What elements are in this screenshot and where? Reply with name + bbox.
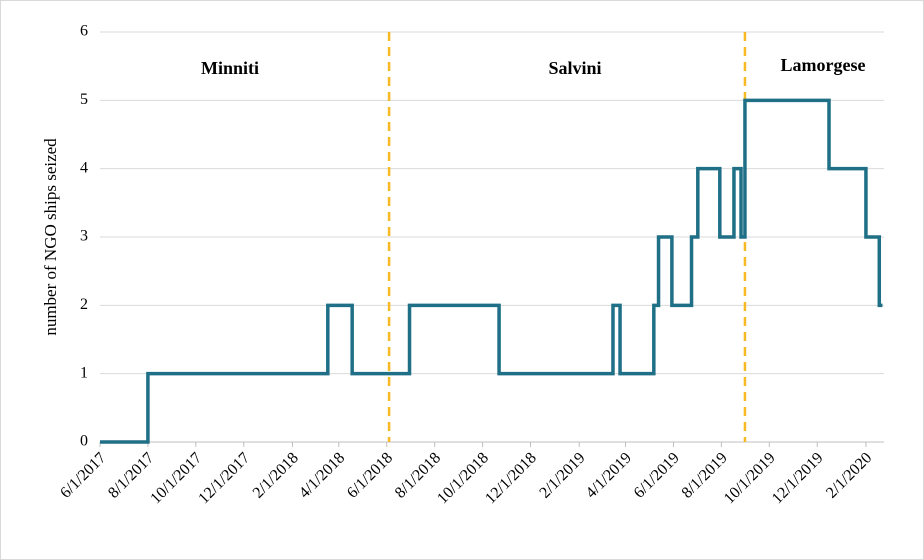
y-tick-label: 1	[80, 364, 88, 381]
y-tick-label: 0	[80, 433, 88, 450]
period-label: Minniti	[201, 58, 259, 78]
y-axis-label: number of NGO ships seized	[41, 138, 60, 336]
y-tick-label: 6	[80, 23, 88, 40]
series-line	[100, 98, 883, 444]
period-label: Lamorgese	[781, 55, 866, 75]
y-tick-label: 2	[80, 296, 88, 313]
y-tick-label: 5	[80, 91, 88, 108]
y-tick-label: 4	[80, 159, 88, 176]
period-label: Salvini	[548, 58, 601, 78]
y-tick-label: 3	[80, 228, 88, 245]
